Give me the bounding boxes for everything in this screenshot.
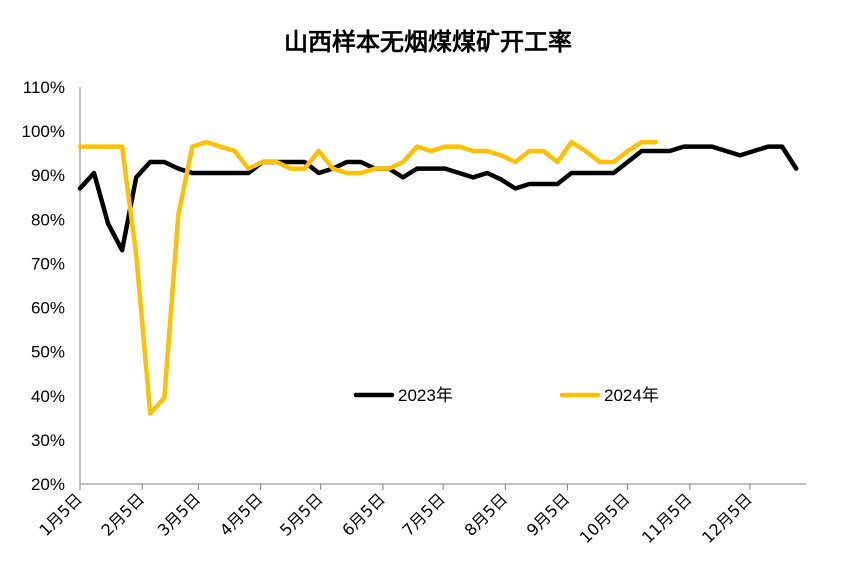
y-tick-label: 60% [31,299,65,318]
y-tick-label: 70% [31,254,65,273]
y-tick-label: 80% [31,210,65,229]
chart-title: 山西样本无烟煤煤矿开工率 [284,28,572,56]
series-line-1 [77,144,799,253]
y-tick-label: 40% [31,387,65,406]
x-tick-label: 8月5日 [461,489,511,539]
series-layer [77,139,799,416]
x-tick-label: 4月5日 [216,489,266,539]
x-tick-label: 11月5日 [638,489,696,547]
x-tick-label: 5月5日 [276,489,326,539]
x-tick-label: 12月5日 [698,489,756,547]
y-tick-label: 100% [22,122,65,141]
x-tick-label: 1月5日 [35,489,85,539]
x-tick-label: 6月5日 [338,489,388,539]
y-tick-label: 110% [23,78,65,97]
x-tick-label: 3月5日 [154,489,204,539]
x-tick-label: 9月5日 [523,489,573,539]
y-tick-label: 30% [31,431,65,450]
legend: 2023年 2024年 [353,386,659,405]
y-tick-label: 50% [31,343,65,362]
series-line-2 [77,139,658,416]
legend-label: 2023年 [398,386,453,405]
x-tick-label: 10月5日 [576,489,634,547]
y-tick-label: 20% [31,475,65,494]
x-tick-label: 7月5日 [398,489,448,539]
legend-label: 2024年 [604,386,659,405]
y-tick-label: 90% [31,166,65,185]
x-tick-label: 2月5日 [98,489,148,539]
